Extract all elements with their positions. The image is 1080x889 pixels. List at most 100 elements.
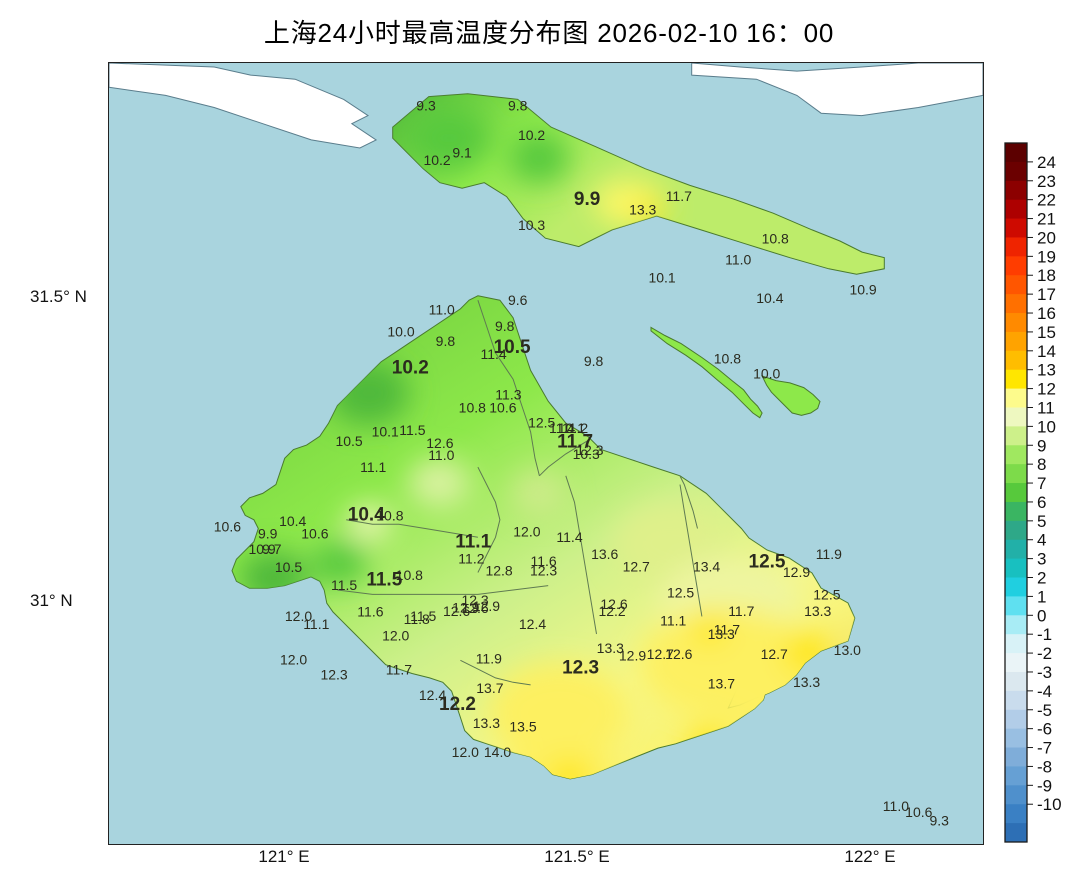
svg-text:10.3: 10.3	[573, 446, 600, 462]
svg-text:11.1: 11.1	[360, 459, 386, 475]
svg-text:9.8: 9.8	[508, 97, 528, 113]
svg-text:10.1: 10.1	[372, 423, 399, 439]
svg-text:10.8: 10.8	[762, 230, 789, 246]
svg-text:2: 2	[1037, 569, 1046, 588]
svg-text:-3: -3	[1037, 663, 1052, 682]
svg-text:11.0: 11.0	[428, 447, 454, 463]
svg-text:13.0: 13.0	[834, 642, 861, 658]
svg-text:11.9: 11.9	[816, 546, 842, 562]
svg-text:5: 5	[1037, 512, 1046, 531]
svg-text:-8: -8	[1037, 757, 1052, 776]
svg-text:9.3: 9.3	[416, 97, 436, 113]
svg-text:13.7: 13.7	[708, 675, 735, 691]
svg-text:9.9: 9.9	[574, 189, 600, 210]
svg-text:-7: -7	[1037, 739, 1052, 758]
svg-text:9.8: 9.8	[584, 353, 604, 369]
svg-text:-2: -2	[1037, 644, 1052, 663]
svg-text:3: 3	[1037, 550, 1046, 569]
svg-text:12.6: 12.6	[665, 646, 692, 662]
svg-text:10.6: 10.6	[214, 519, 241, 535]
svg-text:10.8: 10.8	[376, 507, 403, 523]
svg-text:11: 11	[1037, 398, 1055, 417]
svg-text:10.2: 10.2	[518, 127, 545, 143]
svg-text:13.3: 13.3	[793, 674, 820, 690]
svg-text:12.4: 12.4	[519, 616, 546, 632]
svg-text:9.9: 9.9	[258, 526, 278, 542]
svg-text:-1: -1	[1037, 625, 1052, 644]
svg-text:10.9: 10.9	[849, 281, 876, 297]
svg-text:11.2: 11.2	[458, 550, 484, 566]
svg-text:-10: -10	[1037, 795, 1062, 814]
svg-text:10.5: 10.5	[335, 433, 362, 449]
svg-text:12.5: 12.5	[813, 587, 840, 603]
svg-text:12.5: 12.5	[667, 585, 694, 601]
svg-text:12.8: 12.8	[485, 562, 512, 578]
svg-text:12.0: 12.0	[452, 744, 479, 760]
svg-text:12.0: 12.0	[280, 652, 307, 668]
svg-text:11.1: 11.1	[455, 532, 491, 553]
svg-text:18: 18	[1037, 266, 1056, 285]
svg-text:11.7: 11.7	[728, 603, 754, 619]
svg-text:12.2: 12.2	[439, 694, 476, 715]
svg-text:10.8: 10.8	[396, 567, 423, 583]
svg-text:12.0: 12.0	[382, 627, 409, 643]
svg-text:17: 17	[1037, 285, 1056, 304]
svg-text:10.6: 10.6	[301, 526, 328, 542]
svg-text:8: 8	[1037, 455, 1046, 474]
svg-text:21: 21	[1037, 210, 1056, 229]
svg-text:13.6: 13.6	[591, 546, 618, 562]
svg-text:13.3: 13.3	[708, 626, 735, 642]
svg-text:9: 9	[1037, 436, 1046, 455]
svg-text:4: 4	[1037, 531, 1046, 550]
svg-text:12.9: 12.9	[783, 564, 810, 580]
svg-text:13: 13	[1037, 361, 1056, 380]
svg-text:10.0: 10.0	[753, 366, 780, 382]
svg-text:12.9: 12.9	[619, 648, 646, 664]
svg-text:10: 10	[1037, 417, 1056, 436]
svg-text:11.8: 11.8	[404, 611, 430, 627]
svg-text:13.3: 13.3	[804, 603, 831, 619]
svg-text:12.0: 12.0	[513, 524, 540, 540]
svg-text:20: 20	[1037, 228, 1056, 247]
svg-text:23: 23	[1037, 172, 1056, 191]
svg-text:10.4: 10.4	[756, 290, 783, 306]
svg-text:12.7: 12.7	[761, 646, 788, 662]
svg-text:11.9: 11.9	[476, 651, 502, 667]
svg-text:9.8: 9.8	[495, 318, 515, 334]
svg-text:11.7: 11.7	[386, 661, 412, 677]
svg-text:14.0: 14.0	[484, 744, 511, 760]
svg-text:10.6: 10.6	[489, 400, 516, 416]
svg-text:10.1: 10.1	[648, 270, 675, 286]
svg-text:12.5: 12.5	[749, 551, 786, 572]
svg-text:10.3: 10.3	[518, 217, 545, 233]
svg-text:12.3: 12.3	[562, 658, 599, 679]
svg-text:-4: -4	[1037, 682, 1052, 701]
svg-text:10.8: 10.8	[714, 351, 741, 367]
svg-text:13.3: 13.3	[629, 201, 656, 217]
svg-text:10.8: 10.8	[459, 400, 486, 416]
svg-text:12.3: 12.3	[530, 562, 557, 578]
svg-text:11.6: 11.6	[357, 603, 383, 619]
svg-text:19: 19	[1037, 247, 1056, 266]
svg-text:24: 24	[1037, 153, 1056, 172]
svg-text:9.6: 9.6	[508, 292, 528, 308]
svg-text:11.7: 11.7	[666, 188, 692, 204]
svg-text:-6: -6	[1037, 720, 1052, 739]
svg-text:12.6: 12.6	[443, 603, 470, 619]
svg-text:9.3: 9.3	[929, 813, 949, 829]
svg-text:11.1: 11.1	[303, 616, 329, 632]
svg-text:13.3: 13.3	[473, 715, 500, 731]
svg-text:13.7: 13.7	[476, 680, 503, 696]
svg-text:6: 6	[1037, 493, 1046, 512]
svg-text:12: 12	[1037, 380, 1056, 399]
svg-text:15: 15	[1037, 323, 1056, 342]
svg-text:10.2: 10.2	[423, 152, 450, 168]
svg-text:-5: -5	[1037, 701, 1052, 720]
svg-text:10.2: 10.2	[392, 358, 429, 379]
svg-text:11.5: 11.5	[399, 422, 425, 438]
svg-text:16: 16	[1037, 304, 1056, 323]
svg-text:22: 22	[1037, 191, 1056, 210]
svg-text:11.4: 11.4	[480, 346, 506, 362]
svg-text:7: 7	[1037, 474, 1046, 493]
svg-text:9.8: 9.8	[436, 333, 456, 349]
